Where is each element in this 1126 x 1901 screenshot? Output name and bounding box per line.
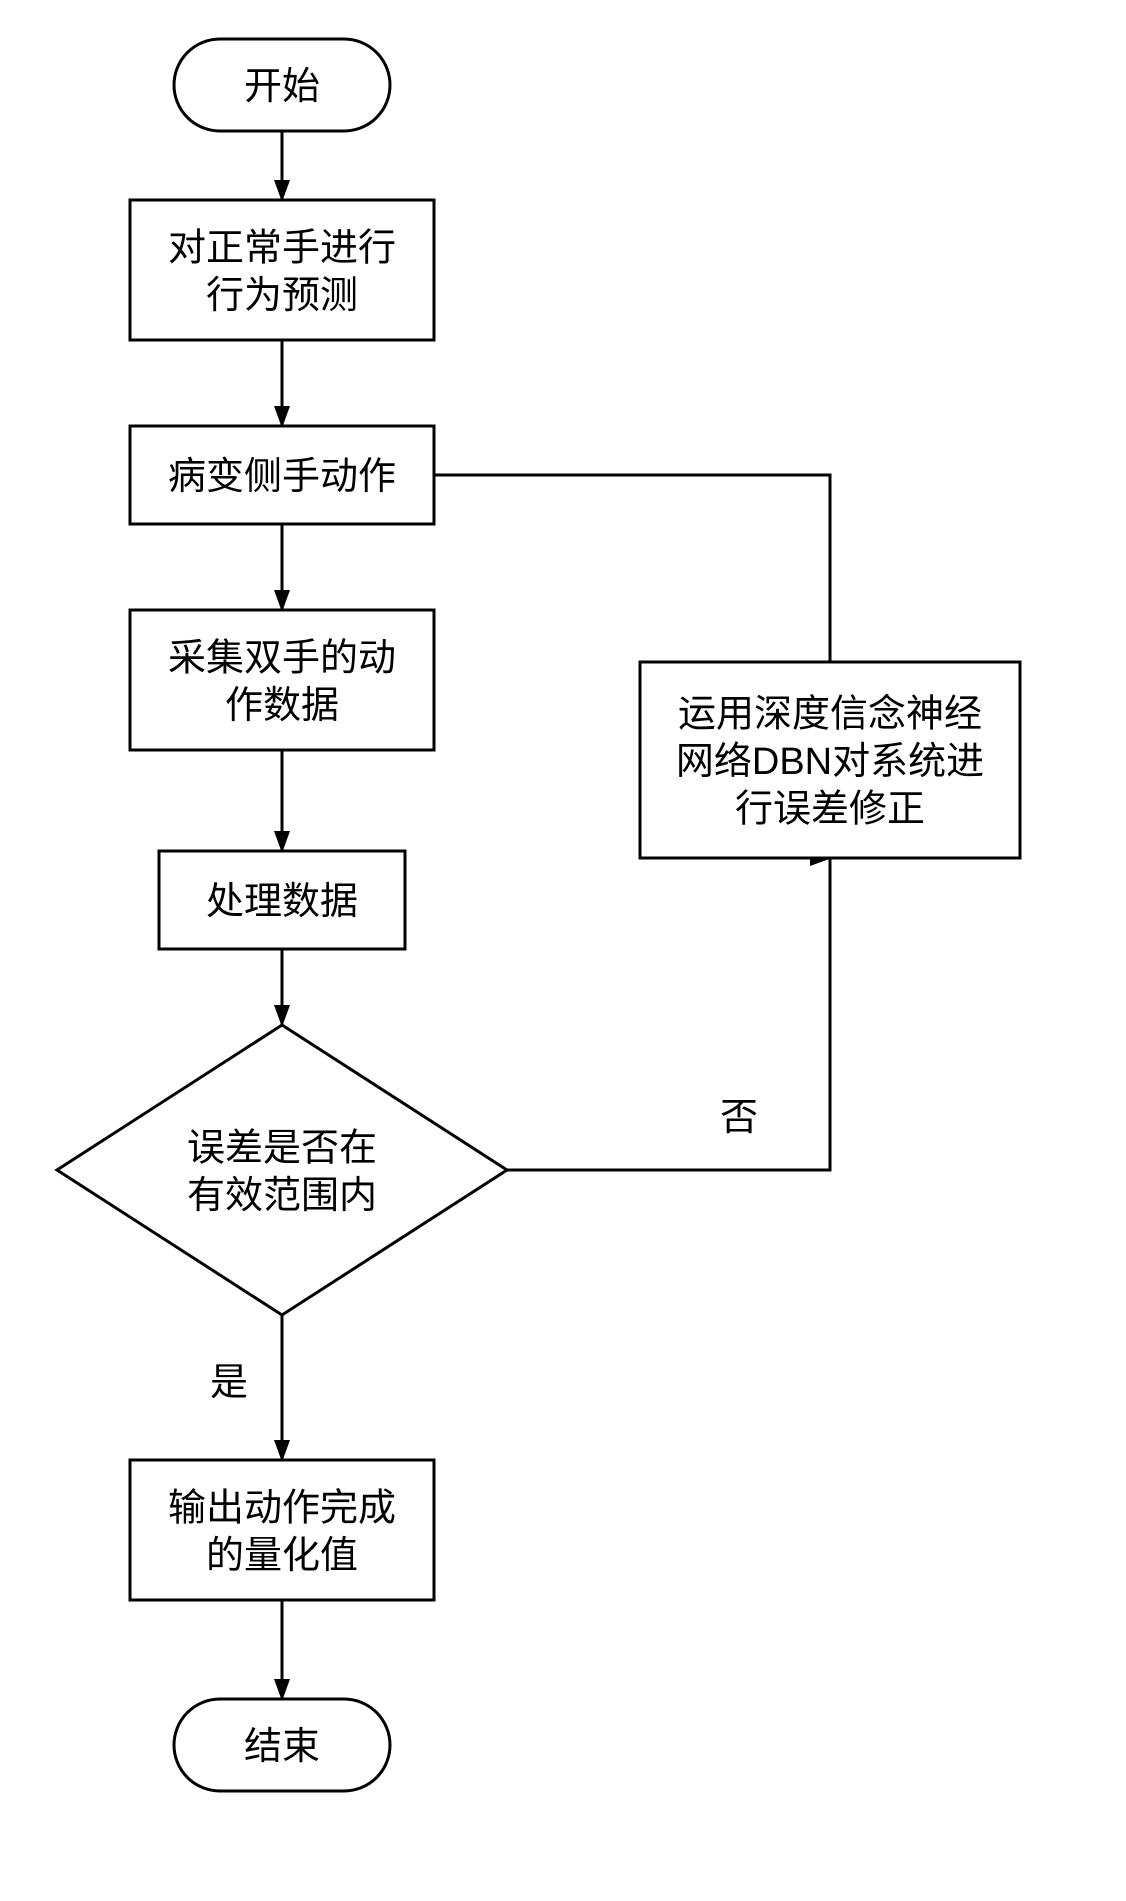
svg-text:网络DBN对系统进: 网络DBN对系统进: [676, 741, 984, 783]
edge-label: 是: [210, 1362, 248, 1404]
svg-text:作数据: 作数据: [225, 685, 339, 727]
svg-text:行为预测: 行为预测: [206, 275, 358, 317]
svg-text:输出动作完成: 输出动作完成: [168, 1487, 396, 1529]
node-n1: 对正常手进行行为预测: [130, 200, 434, 340]
node-d1: 误差是否在有效范围内: [57, 1025, 507, 1315]
svg-text:行误差修正: 行误差修正: [735, 789, 925, 831]
svg-text:病变侧手动作: 病变侧手动作: [168, 456, 396, 498]
svg-text:开始: 开始: [244, 66, 320, 108]
edge-label: 否: [720, 1097, 758, 1139]
node-n2: 病变侧手动作: [130, 426, 434, 524]
node-start: 开始: [174, 39, 390, 131]
flowchart-canvas: 是否开始对正常手进行行为预测病变侧手动作采集双手的动作数据处理数据误差是否在有效…: [0, 0, 1126, 1901]
svg-text:的量化值: 的量化值: [206, 1535, 358, 1577]
svg-text:运用深度信念神经: 运用深度信念神经: [678, 694, 982, 736]
node-n4: 处理数据: [159, 851, 405, 949]
svg-text:结束: 结束: [244, 1726, 320, 1768]
svg-text:误差是否在: 误差是否在: [187, 1127, 377, 1169]
edge: [434, 475, 830, 662]
node-n6: 运用深度信念神经网络DBN对系统进行误差修正: [640, 662, 1020, 858]
svg-text:采集双手的动: 采集双手的动: [168, 637, 396, 679]
edge: [507, 858, 830, 1170]
node-end: 结束: [174, 1699, 390, 1791]
svg-text:对正常手进行: 对正常手进行: [168, 227, 396, 269]
svg-text:处理数据: 处理数据: [206, 881, 358, 923]
svg-text:有效范围内: 有效范围内: [187, 1175, 377, 1217]
node-n5: 输出动作完成的量化值: [130, 1460, 434, 1600]
node-n3: 采集双手的动作数据: [130, 610, 434, 750]
